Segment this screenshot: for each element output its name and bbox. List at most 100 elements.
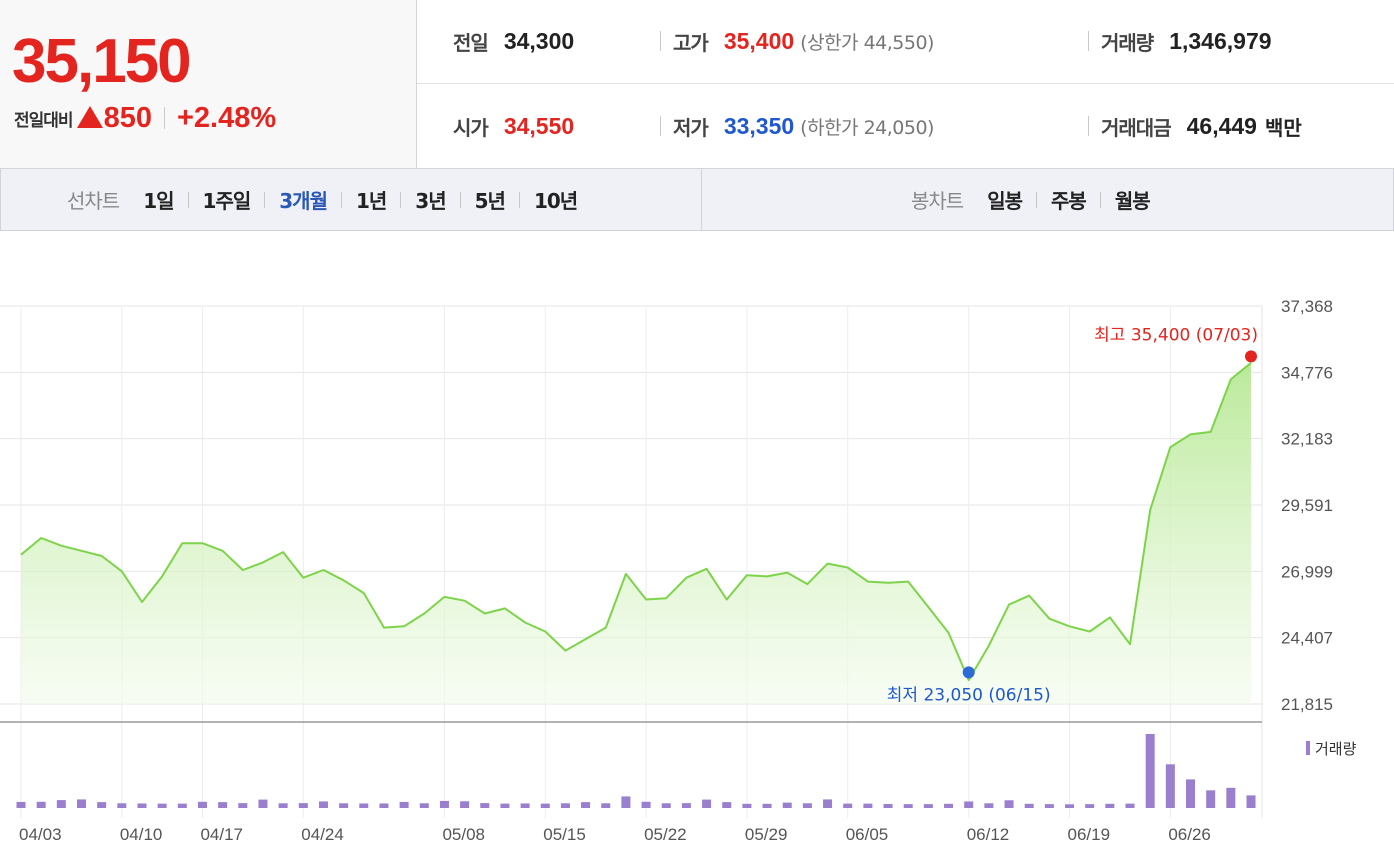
volume-legend-swatch — [1306, 741, 1310, 755]
volume-bar — [218, 802, 228, 808]
stat-label: 고가 — [673, 30, 709, 55]
volume-bar — [1246, 795, 1256, 808]
period-3m[interactable]: 3개월 — [279, 189, 328, 213]
high-marker — [1245, 350, 1257, 363]
volume-bar — [177, 803, 187, 808]
volume-bar — [722, 802, 732, 808]
stat-value: 35,400 — [723, 27, 795, 54]
price-line — [20, 362, 1252, 682]
volume-bar — [883, 803, 893, 808]
y-tick-label: 37,368 — [1281, 297, 1333, 316]
volume-legend-label: 거래량 — [1315, 740, 1357, 758]
candle-weekly[interactable]: 주봉 — [1051, 189, 1087, 213]
volume-bar — [742, 803, 752, 808]
x-tick-label: 04/03 — [19, 825, 62, 844]
x-tick-label: 04/17 — [200, 825, 243, 844]
high-annotation: 최고 35,400 (07/03) — [1094, 325, 1258, 345]
stat-trade-value: 거래대금 46,449 백만 — [1101, 111, 1302, 141]
volume-bar — [782, 802, 792, 808]
volume-bar — [298, 803, 308, 808]
candle-monthly[interactable]: 월봉 — [1114, 189, 1151, 213]
stat-value: 34,550 — [503, 112, 575, 139]
volume-bar — [802, 803, 812, 808]
period-5y[interactable]: 5년 — [474, 189, 506, 213]
x-tick-label: 06/12 — [967, 825, 1010, 844]
divider — [163, 107, 165, 129]
period-10y[interactable]: 10년 — [533, 189, 578, 213]
divider — [1088, 116, 1089, 136]
x-tick-label: 06/26 — [1168, 825, 1211, 844]
change-percent: +2.48% — [176, 101, 277, 134]
volume-bar — [480, 803, 490, 808]
volume-bar — [903, 804, 913, 808]
volume-bar — [16, 801, 26, 808]
volume-bar — [984, 803, 994, 808]
stat-label: 거래대금 — [1101, 115, 1172, 140]
volume-bar — [137, 803, 147, 808]
volume-bar — [581, 802, 591, 808]
stat-high: 고가 35,400 (상한가 44,550) — [673, 26, 934, 56]
volume-bar — [1024, 803, 1034, 808]
volume-bar — [1044, 804, 1054, 808]
period-1w[interactable]: 1주일 — [202, 189, 252, 213]
volume-bar — [258, 799, 268, 808]
y-tick-label: 32,183 — [1281, 430, 1333, 449]
line-chart-title: 선차트 — [67, 189, 120, 213]
volume-bar — [157, 803, 167, 808]
volume-bar — [500, 803, 510, 808]
volume-bar — [76, 799, 86, 808]
volume-bar — [641, 801, 651, 808]
period-1y[interactable]: 1년 — [355, 189, 387, 213]
x-tick-label: 04/24 — [301, 825, 344, 844]
change-amount: 850 — [103, 101, 152, 134]
stat-volume: 거래량 1,346,979 — [1101, 26, 1272, 56]
x-tick-label: 04/10 — [120, 825, 163, 844]
line-chart-periods: 선차트 1일 1주일 3개월 1년 3년 5년 10년 — [67, 169, 578, 230]
x-axis-ticks: 04/03 04/10 04/17 04/24 05/08 05/15 05/22 05/29… — [19, 825, 1211, 844]
divider — [1036, 191, 1038, 208]
volume-bar — [1186, 779, 1196, 808]
volume-bar — [540, 803, 550, 808]
stat-label: 전일 — [453, 30, 489, 55]
stat-label: 저가 — [673, 115, 709, 140]
volume-bar — [762, 803, 772, 808]
stat-value: 34,300 — [503, 27, 575, 54]
period-1d[interactable]: 1일 — [143, 189, 174, 213]
volume-bar — [520, 803, 530, 808]
stat-label: 거래량 — [1101, 30, 1154, 55]
candle-chart-periods: 봉차트 일봉 주봉 월봉 — [911, 169, 1151, 230]
volume-bar — [1105, 803, 1115, 808]
current-price: 35,150 — [12, 27, 192, 96]
x-tick-label: 05/22 — [644, 825, 687, 844]
volume-bar — [56, 800, 66, 808]
price-area-fill — [21, 362, 1251, 704]
period-3y[interactable]: 3년 — [415, 189, 446, 213]
volume-bar — [439, 800, 449, 808]
stat-value: 33,350 — [723, 112, 795, 139]
candle-daily[interactable]: 일봉 — [987, 189, 1023, 213]
y-tick-label: 34,776 — [1281, 363, 1333, 382]
volume-bar — [399, 801, 409, 808]
volume-bar — [1226, 787, 1236, 808]
volume-bar — [843, 803, 853, 808]
x-tick-label: 05/08 — [442, 825, 485, 844]
volume-bar — [278, 803, 288, 808]
volume-bar — [1145, 734, 1155, 808]
volume-bar — [661, 803, 671, 808]
stat-open: 시가 34,550 — [453, 111, 574, 141]
divider — [340, 191, 342, 208]
y-axis-ticks: 21,815 24,407 26,999 29,591 32,183 34,776 37,3… — [1281, 297, 1333, 714]
price-chart: 21,815 24,407 26,999 29,591 32,183 34,776 37,3… — [0, 297, 1357, 844]
candle-chart-title: 봉차트 — [911, 189, 964, 213]
volume-bar — [964, 801, 974, 808]
volume-bar — [823, 799, 833, 808]
y-tick-label: 24,407 — [1281, 629, 1333, 648]
volume-bar — [560, 803, 570, 808]
volume-bar — [97, 802, 107, 808]
up-triangle-icon — [76, 106, 103, 128]
stat-limit: (상한가 44,550) — [800, 31, 934, 54]
x-tick-label: 05/15 — [543, 825, 586, 844]
volume-bar — [1004, 800, 1014, 808]
divider — [518, 191, 520, 208]
x-tick-label: 06/05 — [846, 825, 889, 844]
